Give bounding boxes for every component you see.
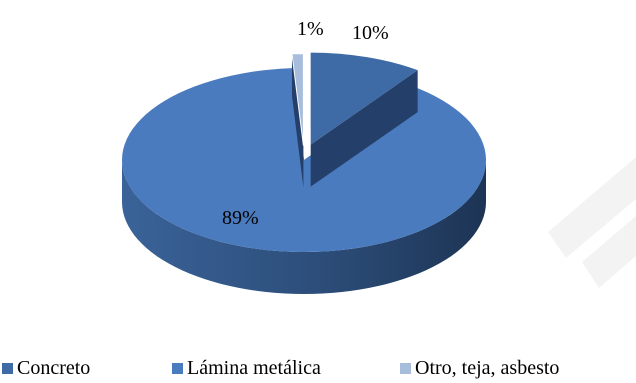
slice-otro-cut-face	[291, 53, 304, 188]
data-labels: 10% 89% 1%	[222, 18, 389, 229]
legend-item-lamina-metalica: Lámina metálica	[172, 356, 321, 380]
legend-item-concreto: Concreto	[2, 356, 90, 380]
slice-lamina-metalica-top	[121, 68, 486, 252]
legend-swatch-concreto	[2, 362, 13, 374]
slice-concreto	[310, 52, 418, 187]
legend-label-otro: Otro, teja, asbesto	[415, 356, 560, 379]
pie-slices	[121, 52, 486, 294]
slice-concreto-cut-face	[310, 70, 418, 187]
data-label-lamina-metalica: 89%	[222, 207, 259, 229]
legend: Concreto Lámina metálica Otro, teja, asb…	[0, 356, 636, 380]
legend-swatch-otro	[400, 362, 411, 374]
legend-label-concreto: Concreto	[17, 356, 91, 379]
slice-lamina-metalica-side	[122, 160, 486, 294]
legend-label-lamina-metalica: Lámina metálica	[187, 356, 321, 379]
slice-otro	[291, 53, 304, 188]
slice-otro-top	[291, 53, 304, 146]
legend-item-otro: Otro, teja, asbesto	[400, 356, 559, 380]
data-label-concreto: 10%	[352, 22, 389, 44]
slice-lamina-metalica	[121, 68, 486, 294]
slice-concreto-top	[310, 52, 418, 145]
legend-swatch-lamina-metalica	[172, 362, 183, 374]
data-label-otro: 1%	[297, 18, 324, 40]
